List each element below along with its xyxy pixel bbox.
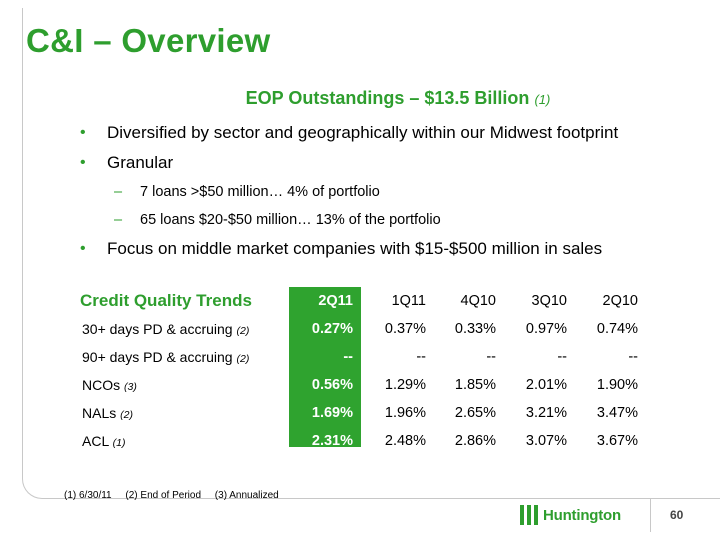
table-cell: 3.21% bbox=[525, 405, 567, 421]
huntington-logo: Huntington bbox=[520, 503, 621, 527]
footnote: (2) End of Period bbox=[125, 490, 202, 501]
table-cell: 0.97% bbox=[525, 321, 567, 337]
table-header-row: Credit Quality Trends 2Q11 1Q11 4Q10 3Q1… bbox=[78, 287, 678, 315]
sub-bullet-item: 7 loans >$50 million… 4% of portfolio bbox=[80, 178, 618, 206]
table-cell: 3.67% bbox=[596, 433, 638, 449]
footnotes: (1) 6/30/11 (2) End of Period (3) Annual… bbox=[64, 490, 290, 501]
table-row: NCOs (3) 0.56% 1.29% 1.85% 2.01% 1.90% bbox=[78, 371, 678, 399]
row-label: 30+ days PD & accruing (2) bbox=[82, 321, 250, 337]
table-cell: 0.33% bbox=[454, 321, 496, 337]
credit-quality-table: Credit Quality Trends 2Q11 1Q11 4Q10 3Q1… bbox=[78, 287, 678, 455]
table-row: ACL (1) 2.31% 2.48% 2.86% 3.07% 3.67% bbox=[78, 427, 678, 455]
bullet-item: Granular bbox=[80, 148, 618, 178]
table-cell: 1.90% bbox=[596, 377, 638, 393]
column-header: 4Q10 bbox=[460, 293, 496, 309]
bullet-list: Diversified by sector and geographically… bbox=[80, 118, 618, 264]
footnote: (3) Annualized bbox=[214, 490, 279, 501]
current-quarter-highlight bbox=[289, 287, 361, 447]
table-cell: -- bbox=[486, 349, 496, 365]
row-label: NALs (2) bbox=[82, 405, 133, 421]
table-cell: 1.85% bbox=[454, 377, 496, 393]
slide-title: C&I – Overview bbox=[26, 22, 271, 59]
table-cell: 2.48% bbox=[384, 433, 426, 449]
table-cell: 0.27% bbox=[311, 321, 353, 337]
table-cell: 1.29% bbox=[384, 377, 426, 393]
footnote: (1) 6/30/11 bbox=[64, 490, 112, 501]
subtitle-footnote-ref: (1) bbox=[534, 92, 551, 107]
table-cell: 1.96% bbox=[384, 405, 426, 421]
table-row: 90+ days PD & accruing (2) -- -- -- -- -… bbox=[78, 343, 678, 371]
row-label: 90+ days PD & accruing (2) bbox=[82, 349, 250, 365]
table-cell: -- bbox=[557, 349, 567, 365]
table-heading: Credit Quality Trends bbox=[80, 291, 252, 310]
huntington-bars-icon bbox=[520, 505, 538, 525]
row-label: ACL (1) bbox=[82, 433, 126, 449]
column-header: 3Q10 bbox=[531, 293, 567, 309]
table-cell: -- bbox=[416, 349, 426, 365]
bullet-item: Focus on middle market companies with $1… bbox=[80, 234, 618, 264]
table-cell: -- bbox=[628, 349, 638, 365]
page-number: 60 bbox=[670, 508, 684, 522]
table-cell: -- bbox=[343, 349, 353, 365]
table-cell: 0.74% bbox=[596, 321, 638, 337]
bullet-item: Diversified by sector and geographically… bbox=[80, 118, 618, 148]
sub-bullet-item: 65 loans $20-$50 million… 13% of the por… bbox=[80, 206, 618, 234]
table-cell: 2.31% bbox=[311, 433, 353, 449]
table-cell: 3.47% bbox=[596, 405, 638, 421]
table-row: 30+ days PD & accruing (2) 0.27% 0.37% 0… bbox=[78, 315, 678, 343]
row-label: NCOs (3) bbox=[82, 377, 137, 393]
table-cell: 0.37% bbox=[384, 321, 426, 337]
table-cell: 2.86% bbox=[454, 433, 496, 449]
column-header: 2Q10 bbox=[602, 293, 638, 309]
table-cell: 3.07% bbox=[525, 433, 567, 449]
slide-frame bbox=[22, 8, 720, 499]
table-row: NALs (2) 1.69% 1.96% 2.65% 3.21% 3.47% bbox=[78, 399, 678, 427]
column-header: 2Q11 bbox=[318, 293, 353, 309]
table-cell: 0.56% bbox=[311, 377, 353, 393]
logo-wordmark: Huntington bbox=[543, 506, 621, 524]
column-header: 1Q11 bbox=[391, 293, 426, 309]
table-cell: 2.01% bbox=[525, 377, 567, 393]
table-cell: 2.65% bbox=[454, 405, 496, 421]
subtitle-text: EOP Outstandings – $13.5 Billion bbox=[245, 88, 530, 108]
footer-divider bbox=[650, 498, 651, 532]
slide-subtitle: EOP Outstandings – $13.5 Billion (1) bbox=[0, 88, 720, 109]
table-cell: 1.69% bbox=[311, 405, 353, 421]
